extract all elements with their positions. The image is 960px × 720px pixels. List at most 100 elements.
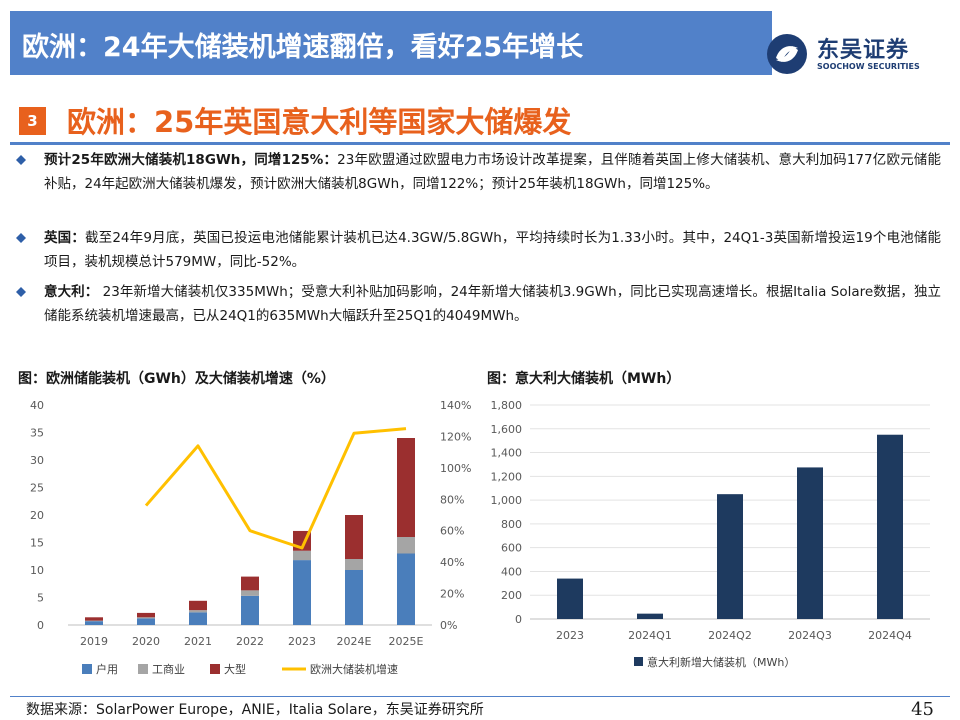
section-number: 3 xyxy=(19,107,46,135)
y2-tick-label: 80% xyxy=(440,493,464,506)
bullet-heading: 预计25年欧洲大储装机18GWh，同增125%： xyxy=(44,152,338,168)
growth-line xyxy=(144,427,407,550)
y2-tick-label: 0% xyxy=(440,619,457,632)
section-divider xyxy=(10,142,950,145)
y-tick-label: 200 xyxy=(501,589,522,602)
bar-segment xyxy=(345,570,363,625)
legend-swatch xyxy=(210,664,220,674)
diamond-bullet-icon xyxy=(16,233,26,243)
section-title: 欧洲：25年英国意大利等国家大储爆发 xyxy=(67,105,572,139)
legend-swatch xyxy=(634,657,643,666)
bullet-text: 截至24年9月底，英国已投运电池储能累计装机已达4.3GW/5.8GWh，平均持… xyxy=(44,230,941,270)
bar-segment xyxy=(397,553,415,625)
x-tick-label: 2024Q4 xyxy=(868,629,912,642)
y-tick-label: 10 xyxy=(30,564,44,577)
y-tick-label: 40 xyxy=(30,399,44,412)
y-tick-label: 1,600 xyxy=(491,423,523,436)
footer-divider xyxy=(10,696,950,697)
bar-segment xyxy=(189,612,207,625)
x-tick-label: 2022 xyxy=(236,635,264,648)
bar-segment xyxy=(137,618,155,625)
y-tick-label: 0 xyxy=(37,619,44,632)
y-tick-label: 25 xyxy=(30,482,44,495)
chart-europe-title: 图：欧洲储能装机（GWh）及大储装机增速（%） xyxy=(18,371,335,387)
bar-segment xyxy=(241,590,259,596)
y-tick-label: 1,400 xyxy=(491,447,523,460)
diamond-bullet-icon xyxy=(16,155,26,165)
bar-segment xyxy=(397,537,415,554)
x-tick-label: 2023 xyxy=(556,629,584,642)
logo-text-cn: 东吴证券 xyxy=(817,38,910,63)
bar xyxy=(717,494,743,619)
y2-tick-label: 140% xyxy=(440,399,471,412)
x-tick-label: 2021 xyxy=(184,635,212,648)
chart-italy: 0 200 400 600 800 1,000 1,200 1,400 1,600 1,800 20… xyxy=(491,399,930,669)
bar-segment xyxy=(397,438,415,537)
bar-segment xyxy=(85,617,103,621)
bar-segment xyxy=(241,576,259,591)
y-tick-label: 1,800 xyxy=(491,399,523,412)
bar-segment xyxy=(137,617,155,619)
chart-europe: 0 5 10 15 20 25 30 35 40 0% 20% 40% 60% 80% 100% 120% 14… xyxy=(30,399,471,676)
x-tick-label: 2024Q1 xyxy=(628,629,672,642)
y-tick-label: 15 xyxy=(30,537,44,550)
legend-swatch xyxy=(138,664,148,674)
x-tick-label: 2024E xyxy=(337,635,372,648)
y-tick-label: 0 xyxy=(515,613,522,626)
legend-label: 户用 xyxy=(96,662,118,676)
y-tick-label: 35 xyxy=(30,427,44,440)
y2-tick-label: 100% xyxy=(440,462,471,475)
bullet-heading: 意大利： xyxy=(44,284,99,300)
diamond-bullet-icon xyxy=(16,287,26,297)
logo-text-en: SOOCHOW SECURITIES xyxy=(817,62,920,71)
bar xyxy=(877,434,903,619)
y2-tick-label: 120% xyxy=(440,430,471,443)
bar-segment xyxy=(345,559,363,570)
bullet-heading: 英国： xyxy=(44,230,85,246)
bar xyxy=(797,467,823,619)
y-tick-label: 20 xyxy=(30,509,44,522)
y-tick-label: 5 xyxy=(37,592,44,605)
y-tick-label: 1,200 xyxy=(491,470,523,483)
bar-segment xyxy=(85,620,103,622)
x-tick-label: 2019 xyxy=(80,635,108,648)
x-tick-label: 2025E xyxy=(389,635,424,648)
y-tick-label: 1,000 xyxy=(491,494,523,507)
y2-tick-label: 60% xyxy=(440,525,464,538)
legend-label: 工商业 xyxy=(152,662,185,676)
bullet-europe: 预计25年欧洲大储装机18GWh，同增125%：23年欧盟通过欧盟电力市场设计改… xyxy=(16,148,941,196)
bar-segment xyxy=(189,600,207,611)
x-tick-label: 2024Q3 xyxy=(788,629,832,642)
legend-swatch xyxy=(82,664,92,674)
data-source: 数据来源：SolarPower Europe，ANIE，Italia Solar… xyxy=(26,702,484,718)
logo-mark-icon xyxy=(767,34,807,74)
bar-segment xyxy=(85,621,103,625)
y-tick-label: 600 xyxy=(501,542,522,555)
bullet-uk: 英国：截至24年9月底，英国已投运电池储能累计装机已达4.3GW/5.8GWh，… xyxy=(16,226,941,274)
bullet-italy: 意大利： 23年新增大储装机仅335MWh；受意大利补贴加码影响，24年新增大储… xyxy=(16,280,941,328)
header-bar: 欧洲：24年大储装机增速翻倍，看好25年增长 xyxy=(10,11,772,75)
x-tick-label: 2024Q2 xyxy=(708,629,752,642)
page-title: 欧洲：24年大储装机增速翻倍，看好25年增长 xyxy=(22,32,584,63)
bar-segment xyxy=(293,560,311,625)
y2-tick-label: 20% xyxy=(440,588,464,601)
bar-segment xyxy=(241,595,259,625)
y2-tick-label: 40% xyxy=(440,556,464,569)
bar-segment xyxy=(137,612,155,618)
legend-label: 意大利新增大储装机（MWh） xyxy=(647,655,795,669)
company-logo: 东吴证券 SOOCHOW SECURITIES xyxy=(765,32,945,76)
bullet-text: 23年新增大储装机仅335MWh；受意大利补贴加码影响，24年新增大储装机3.9… xyxy=(44,284,942,324)
legend-label: 欧洲大储装机增速 xyxy=(310,662,398,676)
page-number: 45 xyxy=(911,699,934,720)
bar xyxy=(637,613,663,619)
x-tick-label: 2020 xyxy=(132,635,160,648)
y-tick-label: 400 xyxy=(501,565,522,578)
x-tick-label: 2023 xyxy=(288,635,316,648)
bar-segment xyxy=(345,515,363,559)
bar xyxy=(557,578,583,619)
bullet-text: 23年欧盟通过欧盟电力市场设计改革提案，且伴随着英国上修大储装机、意大利加码17… xyxy=(44,152,941,192)
legend-label: 大型 xyxy=(224,662,246,676)
bar-segment xyxy=(189,610,207,613)
y-tick-label: 30 xyxy=(30,454,44,467)
chart-italy-title: 图：意大利大储装机（MWh） xyxy=(487,371,681,387)
